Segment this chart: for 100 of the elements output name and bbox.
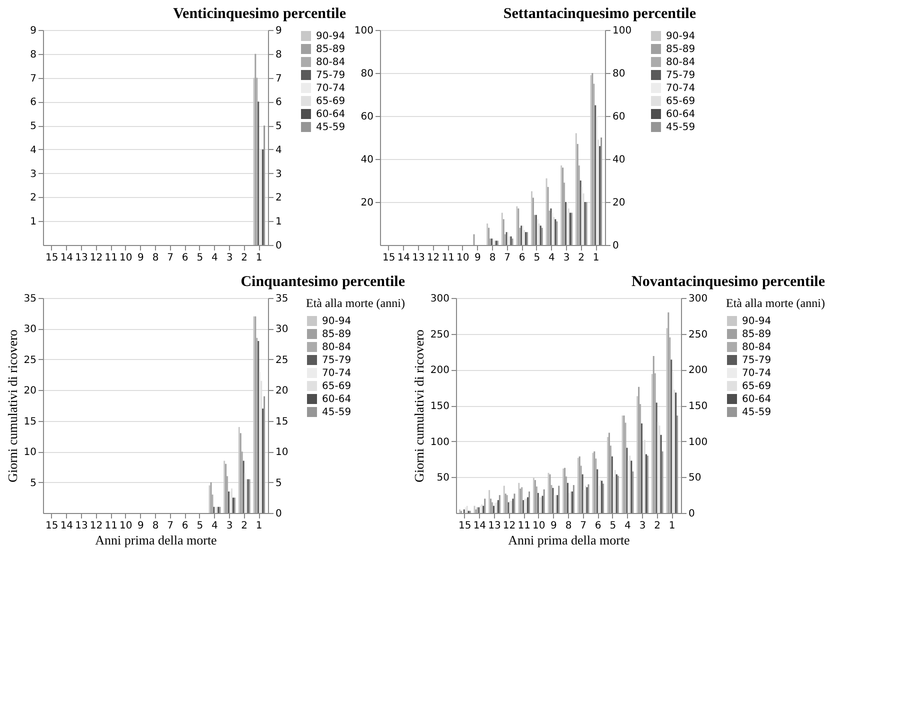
y-tick-label: 7 xyxy=(30,73,36,84)
x-tick-label: 10 xyxy=(532,520,546,532)
legend-label: 60-64 xyxy=(742,394,772,405)
legend-label: 65-69 xyxy=(666,96,696,107)
x-tick-label: 11 xyxy=(442,252,454,264)
y-tick-label: 250 xyxy=(430,329,450,340)
y-tick-label: 5 xyxy=(30,121,36,132)
legend-label: 65-69 xyxy=(316,96,346,107)
legend-label: 45-59 xyxy=(316,122,346,133)
x-tick-label: 14 xyxy=(60,520,74,532)
y2-tick-label: 50 xyxy=(688,472,702,484)
y2-tick-label: 3 xyxy=(276,168,282,180)
y-tick-label: 40 xyxy=(360,154,374,166)
y-tick-label: 15 xyxy=(24,416,36,428)
y-tick-label: 60 xyxy=(360,112,374,122)
x-tick-label: 6 xyxy=(518,252,526,264)
x-tick-label: 8 xyxy=(489,252,496,264)
y-tick-label: 100 xyxy=(354,26,374,36)
x-tick-label: 6 xyxy=(182,520,188,532)
y2-tick-label: 5 xyxy=(276,121,282,132)
y-tick-label: 8 xyxy=(30,49,36,60)
x-tick-label: 7 xyxy=(167,520,174,532)
text: Novantacinquesimo percentile xyxy=(632,274,826,290)
x-tick-label: 2 xyxy=(241,252,248,264)
y2-tick-label: 100 xyxy=(688,436,708,448)
legend-label: 70-74 xyxy=(316,83,346,94)
legend-label: 45-59 xyxy=(666,122,696,133)
y2-tick-label: 10 xyxy=(276,447,288,458)
x-tick-label: 8 xyxy=(565,520,572,532)
x-tick-label: 14 xyxy=(397,252,410,264)
x-tick-label: 10 xyxy=(456,252,470,264)
legend-label: 45-59 xyxy=(322,407,352,418)
legend-label: 90-94 xyxy=(322,316,352,327)
legend-label: 85-89 xyxy=(322,329,352,340)
y-axis-title: Giorni cumulativi di ricovero xyxy=(411,330,426,482)
y2-tick-label: 15 xyxy=(276,416,288,428)
x-tick-label: 8 xyxy=(152,252,159,264)
x-tick-label: 14 xyxy=(473,520,486,532)
legend-label: 60-64 xyxy=(666,109,696,120)
y2-tick-label: 0 xyxy=(276,508,282,520)
y2-tick-label: 0 xyxy=(612,240,619,252)
y-tick-label: 5 xyxy=(30,478,36,489)
y-tick-label: 80 xyxy=(360,68,374,80)
x-tick-label: 5 xyxy=(196,520,204,532)
x-tick-label: 15 xyxy=(382,252,396,264)
y-tick-label: 3 xyxy=(30,168,36,180)
x-tick-label: 10 xyxy=(120,252,132,264)
x-tick-label: 12 xyxy=(90,252,103,264)
y-axis-title: Giorni cumulativi di ricovero xyxy=(4,330,20,482)
y2-tick-label: 250 xyxy=(688,329,708,340)
legend-label: 80-84 xyxy=(322,342,352,353)
x-axis-title: Anni prima della morte xyxy=(508,532,630,548)
legend-label: 70-74 xyxy=(742,368,772,379)
x-tick-label: 7 xyxy=(580,520,586,532)
x-tick-label: 13 xyxy=(75,520,88,532)
y2-tick-label: 8 xyxy=(276,49,282,60)
x-tick-label: 4 xyxy=(624,520,631,532)
x-tick-label: 5 xyxy=(534,252,540,264)
y-tick-label: 35 xyxy=(24,294,36,304)
legend-label: 85-89 xyxy=(742,329,772,340)
y2-tick-label: 200 xyxy=(688,365,708,376)
x-tick-label: 9 xyxy=(550,520,557,532)
legend-label: 70-74 xyxy=(666,83,696,94)
x-tick-label: 6 xyxy=(182,252,188,264)
legend-label: 75-79 xyxy=(666,70,696,81)
y2-tick-label: 20 xyxy=(276,386,288,397)
x-tick-label: 1 xyxy=(256,520,262,532)
y2-tick-label: 40 xyxy=(612,154,626,166)
x-tick-label: 12 xyxy=(90,520,103,532)
y-tick-label: 25 xyxy=(24,354,36,366)
y2-tick-label: 1 xyxy=(276,216,282,228)
y2-tick-label: 7 xyxy=(276,73,282,84)
y-tick-label: 20 xyxy=(24,386,36,397)
x-tick-label: 11 xyxy=(104,520,118,532)
y-tick-label: 2 xyxy=(30,192,36,204)
y2-tick-label: 300 xyxy=(688,294,708,304)
legend-label: 90-94 xyxy=(316,31,346,42)
y-tick-label: 4 xyxy=(30,144,36,156)
y-tick-label: 6 xyxy=(30,97,36,108)
x-tick-label: 1 xyxy=(592,252,600,264)
y-tick-label: 1 xyxy=(30,216,36,228)
legend-label: 85-89 xyxy=(666,44,696,55)
legend-label: 65-69 xyxy=(322,381,352,392)
x-tick-label: 12 xyxy=(426,252,440,264)
legend-label: 65-69 xyxy=(742,381,772,392)
y-tick-label: 30 xyxy=(24,324,36,336)
y2-tick-label: 2 xyxy=(276,192,282,204)
x-tick-label: 7 xyxy=(504,252,510,264)
x-axis-title: Anni prima della morte xyxy=(95,532,218,548)
x-tick-label: 13 xyxy=(412,252,425,264)
legend-label: 45-59 xyxy=(742,407,772,418)
legend-label: 70-74 xyxy=(322,368,352,379)
legend-label: 80-84 xyxy=(742,342,772,353)
x-tick-label: 5 xyxy=(610,520,616,532)
x-tick-label: 1 xyxy=(668,520,676,532)
y2-tick-label: 6 xyxy=(276,97,282,108)
legend-title: Età alla morte (anni) xyxy=(306,296,405,310)
x-tick-label: 3 xyxy=(226,252,233,264)
x-tick-label: 14 xyxy=(60,252,74,264)
x-tick-label: 9 xyxy=(474,252,481,264)
